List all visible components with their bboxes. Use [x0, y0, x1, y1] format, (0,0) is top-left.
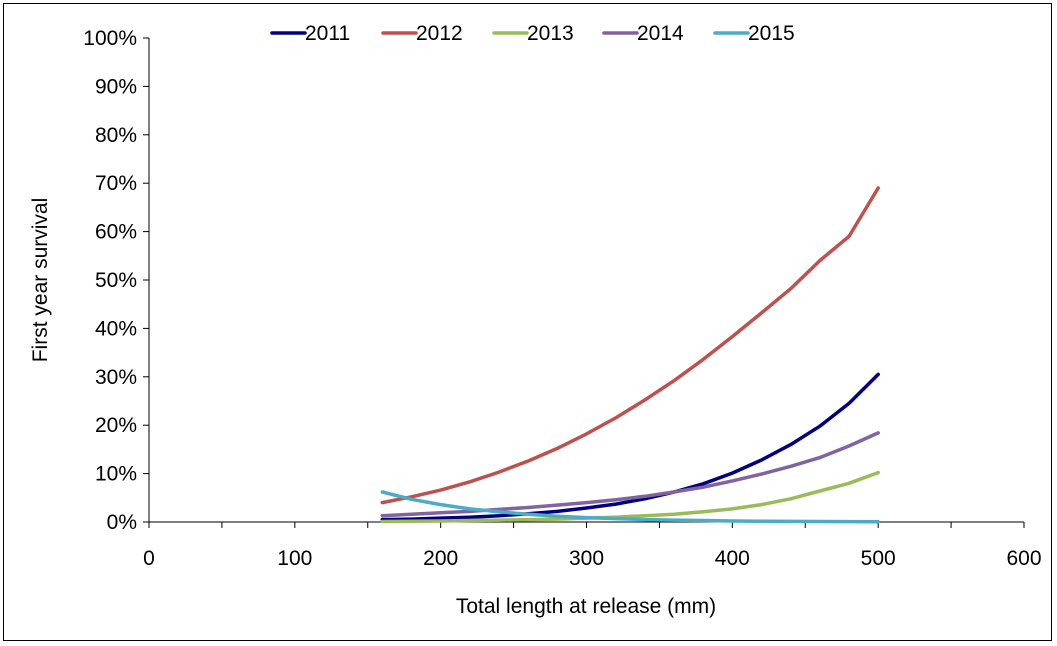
x-tick-label: 200 — [423, 547, 458, 570]
chart-frame — [3, 3, 1052, 641]
x-tick-label: 400 — [715, 547, 750, 570]
x-tick-label: 500 — [861, 547, 896, 570]
y-tick-label: 20% — [95, 414, 137, 437]
y-tick-label: 10% — [95, 463, 137, 486]
x-tick-label: 100 — [277, 547, 312, 570]
legend-label-2014: 2014 — [637, 22, 684, 45]
x-tick-label: 600 — [1006, 547, 1041, 570]
y-tick-label: 40% — [95, 317, 137, 340]
y-tick-label: 30% — [95, 366, 137, 389]
x-tick-label: 0 — [143, 547, 155, 570]
legend-label-2012: 2012 — [416, 22, 463, 45]
y-tick-label: 80% — [95, 124, 137, 147]
x-axis-title: Total length at release (mm) — [456, 595, 716, 618]
x-tick-label: 300 — [569, 547, 604, 570]
legend-label-2011: 2011 — [305, 22, 350, 45]
series-layer — [380, 186, 880, 524]
series-line-2013 — [380, 470, 880, 524]
series-line-2014 — [380, 431, 880, 518]
y-tick-label: 0% — [107, 511, 137, 534]
y-tick-label: 90% — [95, 75, 137, 98]
y-tick-label: 60% — [95, 221, 137, 244]
y-tick-label: 70% — [95, 172, 137, 195]
legend-label-2015: 2015 — [748, 22, 795, 45]
legend-label-2013: 2013 — [527, 22, 574, 45]
series-line-2015 — [380, 490, 880, 524]
y-tick-label: 50% — [95, 269, 137, 292]
axes: 0% 10% 20% 30% 40% 50% 60% 70% 80% 90% 100% 0 100 200… — [83, 27, 1041, 570]
series-line-2011 — [380, 372, 880, 522]
y-axis-title: First year survival — [29, 198, 52, 363]
series-line-2012 — [380, 186, 880, 505]
y-tick-label: 100% — [83, 27, 137, 50]
legend: 2011 2012 2013 2014 2015 — [270, 22, 795, 45]
